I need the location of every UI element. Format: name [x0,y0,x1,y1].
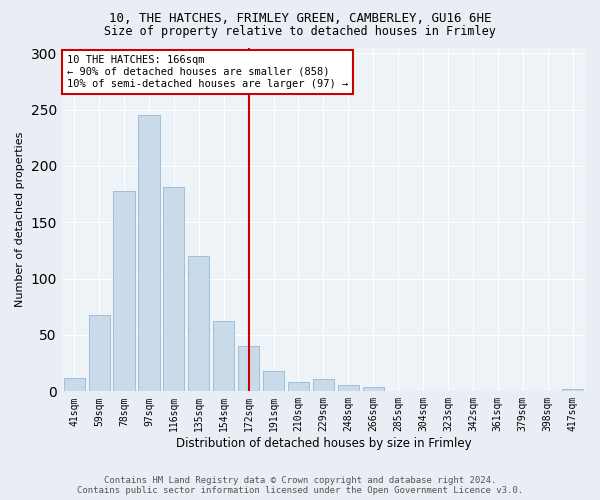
Bar [188,256,209,392]
Text: 10, THE HATCHES, FRIMLEY GREEN, CAMBERLEY, GU16 6HE: 10, THE HATCHES, FRIMLEY GREEN, CAMBERLE… [109,12,491,26]
Bar [263,371,284,392]
X-axis label: Distribution of detached houses by size in Frimley: Distribution of detached houses by size … [176,437,471,450]
Bar [163,188,184,392]
Text: Size of property relative to detached houses in Frimley: Size of property relative to detached ho… [104,25,496,38]
Bar [64,378,85,392]
Bar [362,387,384,392]
Bar [338,384,359,392]
Bar [288,382,309,392]
Y-axis label: Number of detached properties: Number of detached properties [15,132,25,307]
Bar [562,389,583,392]
Bar [238,346,259,392]
Bar [113,190,134,392]
Bar [313,379,334,392]
Bar [89,314,110,392]
Text: 10 THE HATCHES: 166sqm
← 90% of detached houses are smaller (858)
10% of semi-de: 10 THE HATCHES: 166sqm ← 90% of detached… [67,56,348,88]
Text: Contains HM Land Registry data © Crown copyright and database right 2024.
Contai: Contains HM Land Registry data © Crown c… [77,476,523,495]
Bar [213,322,235,392]
Bar [139,115,160,392]
